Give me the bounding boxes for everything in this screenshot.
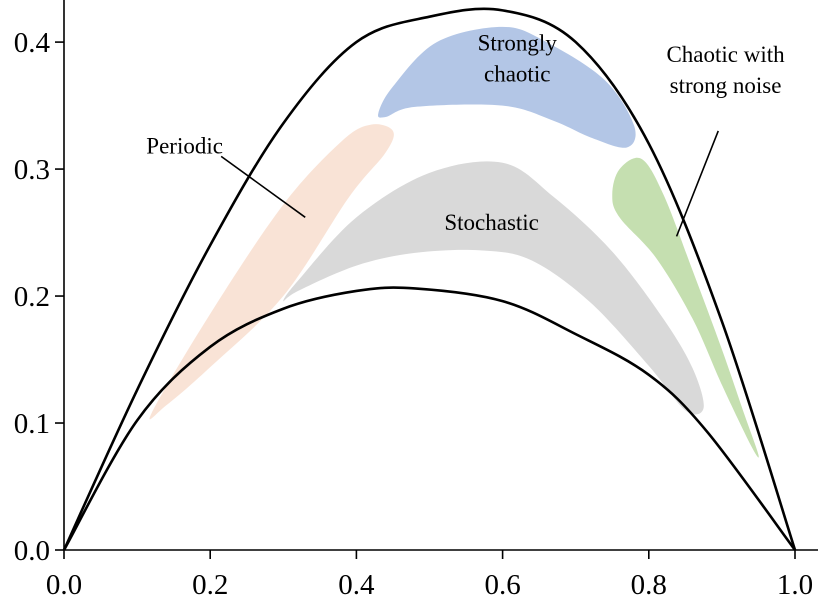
x-tick-label: 1.0 (777, 569, 813, 599)
axes: 0.0 0.2 0.4 0.6 0.8 1.0 0.0 0.1 0.2 0.3 0.4 (14, 0, 818, 599)
boundary-curves-layer (62, 7, 797, 551)
y-tick-label: 0.1 (14, 408, 50, 440)
region-label-periodic: Periodic (146, 134, 223, 159)
x-tick-label: 0.8 (631, 569, 667, 599)
y-tick-label: 0.0 (14, 535, 50, 567)
upper-boundary-curve (62, 7, 797, 551)
lower-boundary-curve (62, 286, 797, 551)
region-strongly-chaotic (378, 26, 636, 148)
x-tick-label: 0.2 (192, 569, 228, 599)
y-tick-label: 0.3 (14, 154, 50, 186)
region-label-strongly-chaotic: Strongly (478, 31, 558, 56)
region-label-chaotic-with-strong-noise: strong noise (670, 73, 782, 98)
region-stochastic (283, 161, 704, 415)
x-tick-label: 0.0 (46, 569, 82, 599)
pointer-line-chaotic-with-strong-noise (675, 130, 719, 237)
region-label-chaotic-with-strong-noise: Chaotic with (666, 42, 785, 67)
pointer-lines-layer (220, 130, 719, 237)
y-tick-label: 0.2 (14, 281, 50, 313)
region-label-stochastic: Stochastic (444, 210, 539, 235)
region-label-strongly-chaotic: chaotic (484, 62, 550, 87)
region-chaotic-with-strong-noise (612, 157, 759, 458)
region-labels-layer: Periodic Strongly chaotic Stochastic Chaotic… (146, 31, 785, 235)
pointer-line-periodic (220, 155, 306, 218)
y-tick-label: 0.4 (14, 27, 51, 59)
x-tick-label: 0.6 (484, 569, 520, 599)
x-tick-label: 0.4 (338, 569, 375, 599)
